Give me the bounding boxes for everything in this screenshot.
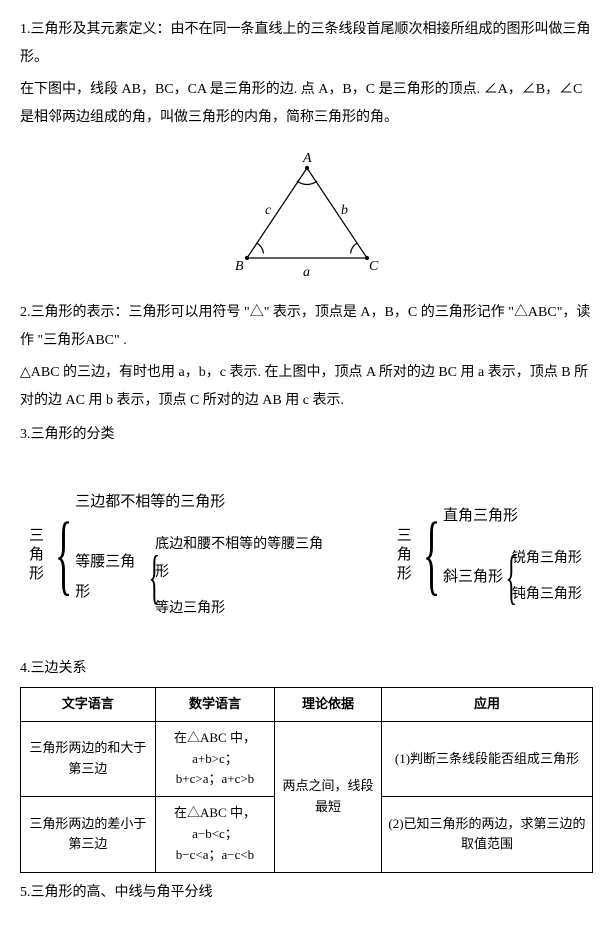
side-c: c: [265, 203, 272, 218]
vertex-A: A: [302, 151, 312, 166]
th-2: 数学语言: [155, 688, 274, 722]
side-b: b: [341, 203, 348, 218]
para-7: 5.三角形的高、中线与角平分线: [20, 879, 593, 907]
para-5: 3.三角形的分类: [20, 421, 593, 449]
r2c2: 在△ABC 中，a−b<c；b−c<a；a−c<b: [155, 797, 274, 872]
triangle-figure: A B C c b a: [20, 148, 593, 289]
para-6: 4.三边关系: [20, 655, 593, 683]
cls1-sub2: 等边三角形: [155, 595, 328, 623]
app2: (2)已知三角形的两边，求第三边的取值范围: [381, 797, 592, 872]
cls2-sub1: 锐角三角形: [512, 545, 582, 573]
th-4: 应用: [381, 688, 592, 722]
para-2: 在下图中，线段 AB，BC，CA 是三角形的边. 点 A，B，C 是三角形的顶点…: [20, 76, 593, 132]
cls2-row1: 直角三角形: [443, 501, 582, 531]
cls1-row1: 三边都不相等的三角形: [75, 487, 328, 517]
cls2-row2: 斜三角形: [443, 562, 503, 592]
mid: 两点之间，线段最短: [275, 721, 382, 872]
vertex-C: C: [369, 259, 379, 274]
brace-icon: {: [506, 547, 518, 607]
r1c2: 在△ABC 中，a+b>c；b+c>a；a+c>b: [155, 721, 274, 796]
para-3: 2.三角形的表示：三角形可以用符号 "△" 表示，顶点是 A，B，C 的三角形记…: [20, 299, 593, 355]
classification-diagram: 三角形 { 三边都不相等的三角形 等腰三角形 { 底边和腰不相等的等腰三角形 等…: [20, 473, 593, 637]
cls2-sub2: 钝角三角形: [512, 581, 582, 609]
app1: (1)判断三条线段能否组成三角形: [381, 721, 592, 796]
cls1-label: 三角形: [20, 527, 50, 584]
brace-icon: {: [423, 510, 440, 600]
brace-icon: {: [55, 510, 72, 600]
vertex-B: B: [235, 259, 244, 274]
cls1-sub1: 底边和腰不相等的等腰三角形: [155, 531, 328, 587]
para-1: 1.三角形及其元素定义：由不在同一条直线上的三条线段首尾顺次相接所组成的图形叫做…: [20, 16, 593, 72]
cls1-row2: 等腰三角形: [75, 547, 146, 607]
r2c1: 三角形两边的差小于第三边: [21, 797, 156, 872]
side-a: a: [303, 265, 310, 278]
th-3: 理论依据: [275, 688, 382, 722]
brace-icon: {: [149, 547, 161, 607]
relations-table: 文字语言 数学语言 理论依据 应用 三角形两边的和大于第三边 在△ABC 中，a…: [20, 687, 593, 873]
r1c1: 三角形两边的和大于第三边: [21, 721, 156, 796]
cls2-label: 三角形: [388, 527, 418, 584]
th-1: 文字语言: [21, 688, 156, 722]
para-4: △ABC 的三边，有时也用 a，b，c 表示. 在上图中，顶点 A 所对的边 B…: [20, 359, 593, 415]
